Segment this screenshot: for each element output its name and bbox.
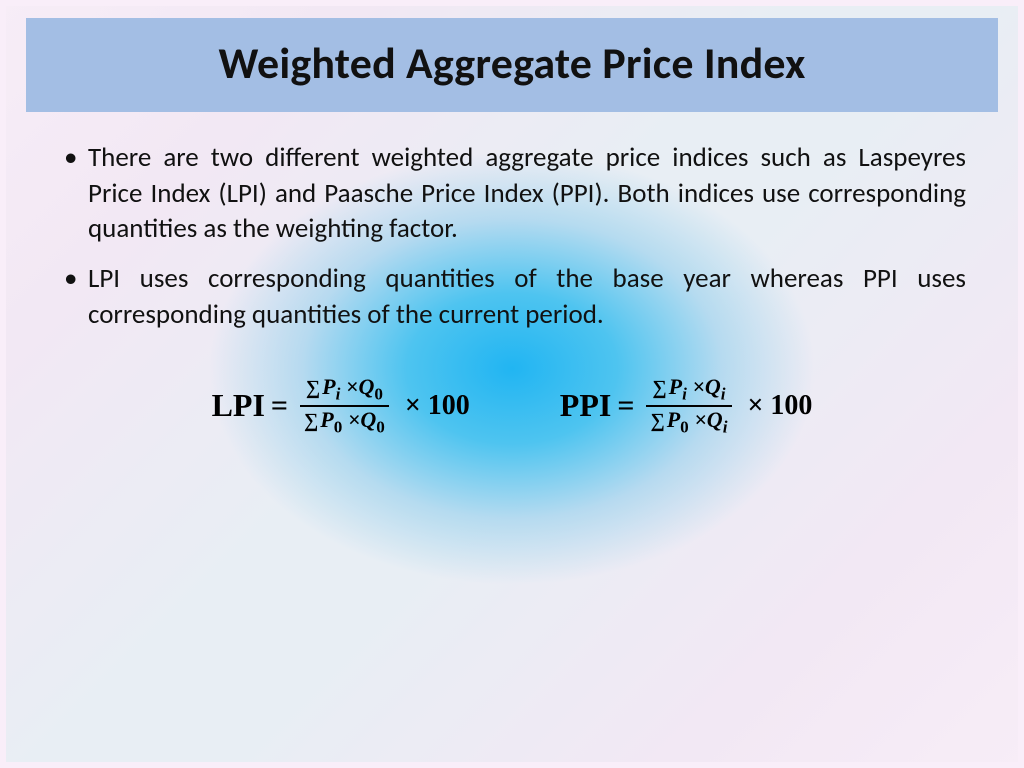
ppi-fraction: ∑Pi ×Qi ∑P0 ×Qi: [644, 374, 733, 437]
ppi-multiplier: × 100: [747, 390, 812, 422]
lpi-numerator: ∑Pi ×Q0: [300, 374, 389, 406]
slide-body: There are two different weighted aggrega…: [6, 112, 1018, 437]
lpi-denominator: ∑P0 ×Q0: [298, 407, 391, 437]
lpi-label: LPI: [212, 387, 265, 424]
ppi-denominator: ∑P0 ×Qi: [644, 407, 733, 437]
slide-title: Weighted Aggregate Price Index: [36, 36, 988, 90]
equals-sign: =: [271, 389, 288, 423]
formula-row: LPI = ∑Pi ×Q0 ∑P0 ×Q0 × 100 PPI = ∑Pi ×Q…: [58, 374, 966, 437]
equals-sign: =: [617, 389, 634, 423]
ppi-numerator: ∑Pi ×Qi: [646, 374, 731, 406]
bullet-list: There are two different weighted aggrega…: [58, 140, 966, 332]
lpi-fraction: ∑Pi ×Q0 ∑P0 ×Q0: [298, 374, 391, 437]
bullet-item: LPI uses corresponding quantities of the…: [58, 261, 966, 332]
lpi-formula: LPI = ∑Pi ×Q0 ∑P0 ×Q0 × 100: [212, 374, 470, 437]
title-bar: Weighted Aggregate Price Index: [26, 18, 998, 112]
bullet-item: There are two different weighted aggrega…: [58, 140, 966, 247]
ppi-formula: PPI = ∑Pi ×Qi ∑P0 ×Qi × 100: [560, 374, 813, 437]
lpi-multiplier: × 100: [405, 390, 470, 422]
ppi-label: PPI: [560, 387, 612, 424]
